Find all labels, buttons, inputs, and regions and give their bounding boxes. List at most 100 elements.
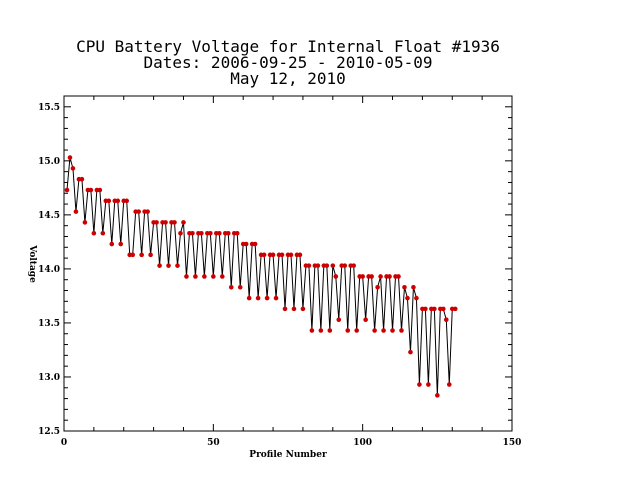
data-point <box>97 187 103 193</box>
data-point <box>330 263 336 268</box>
data-point <box>157 263 162 268</box>
data-point <box>118 241 124 247</box>
data-point <box>252 241 258 247</box>
data-point <box>237 284 243 290</box>
y-tick-label: 12.5 <box>38 427 60 437</box>
data-point <box>318 328 324 333</box>
data-point <box>217 230 222 236</box>
data-point <box>148 252 153 258</box>
data-point <box>255 295 261 301</box>
data-point <box>300 306 306 312</box>
data-point <box>100 230 106 236</box>
data-point <box>423 306 428 312</box>
data-point <box>166 263 171 268</box>
data-point <box>243 241 249 247</box>
data-point <box>136 209 141 214</box>
data-point <box>342 263 348 268</box>
series-voltage <box>64 155 458 398</box>
x-axis-label: Profile Number <box>249 450 327 460</box>
data-point <box>145 209 150 214</box>
data-point <box>390 328 395 333</box>
y-axis-label: Voltage <box>27 244 37 283</box>
data-point <box>375 284 380 290</box>
data-point <box>115 198 121 204</box>
data-point <box>408 349 413 355</box>
data-point <box>345 328 351 333</box>
data-point <box>381 328 386 333</box>
x-tick-label: 50 <box>207 438 220 448</box>
data-point <box>354 328 359 333</box>
data-point <box>291 306 297 312</box>
data-point <box>446 382 452 387</box>
data-point <box>309 328 315 333</box>
data-point <box>106 198 112 204</box>
data-point <box>396 274 401 279</box>
data-point <box>219 274 225 279</box>
data-point <box>264 295 270 301</box>
y-tick-label: 15.5 <box>38 103 60 113</box>
data-point <box>363 317 368 322</box>
data-point <box>181 220 186 225</box>
data-point <box>288 252 294 258</box>
data-point <box>246 295 252 301</box>
data-point <box>402 284 407 290</box>
data-point <box>435 393 440 398</box>
data-point <box>70 166 76 171</box>
data-point <box>154 220 159 225</box>
data-point <box>234 230 240 236</box>
x-tick-label: 100 <box>353 438 372 448</box>
data-point <box>91 230 97 236</box>
data-point <box>441 306 446 312</box>
data-point <box>351 263 357 268</box>
data-point <box>372 328 377 333</box>
data-point <box>324 263 330 268</box>
data-point <box>172 220 177 225</box>
y-tick-label: 15.0 <box>38 157 60 167</box>
data-point <box>399 328 404 333</box>
data-point <box>208 230 213 236</box>
data-point <box>199 230 204 236</box>
y-tick-label: 14.0 <box>38 265 60 275</box>
data-point <box>109 241 115 247</box>
data-point <box>139 252 144 258</box>
data-point <box>228 284 234 290</box>
chart-title-line-1: CPU Battery Voltage for Internal Float #… <box>76 37 500 56</box>
data-point <box>270 252 276 258</box>
data-point <box>426 382 431 387</box>
data-point <box>67 155 73 160</box>
data-point <box>211 274 216 279</box>
data-point <box>261 252 267 258</box>
data-point <box>297 252 303 258</box>
data-point <box>282 306 288 312</box>
data-point <box>327 328 333 333</box>
data-point <box>378 274 383 279</box>
data-point <box>79 176 85 182</box>
data-point <box>175 263 180 268</box>
data-point <box>405 295 410 301</box>
data-point <box>184 274 189 279</box>
data-point <box>369 274 374 279</box>
data-point <box>306 263 312 268</box>
plot-frame <box>63 95 513 432</box>
data-point <box>73 209 79 214</box>
data-point <box>333 274 339 279</box>
x-tick-label: 0 <box>61 438 67 448</box>
data-point <box>202 274 207 279</box>
data-point <box>273 295 279 301</box>
y-tick-label: 13.5 <box>38 319 60 329</box>
data-point <box>315 263 321 268</box>
data-point <box>163 220 168 225</box>
data-point <box>190 230 195 236</box>
data-point <box>82 220 88 225</box>
data-point <box>279 252 285 258</box>
data-point <box>178 230 183 236</box>
data-point <box>411 284 416 290</box>
data-point <box>432 306 437 312</box>
data-point <box>443 317 449 322</box>
data-point <box>124 198 130 204</box>
y-tick-label: 14.5 <box>38 211 60 221</box>
data-point <box>414 295 419 301</box>
data-point <box>88 187 94 193</box>
data-point <box>225 230 231 236</box>
